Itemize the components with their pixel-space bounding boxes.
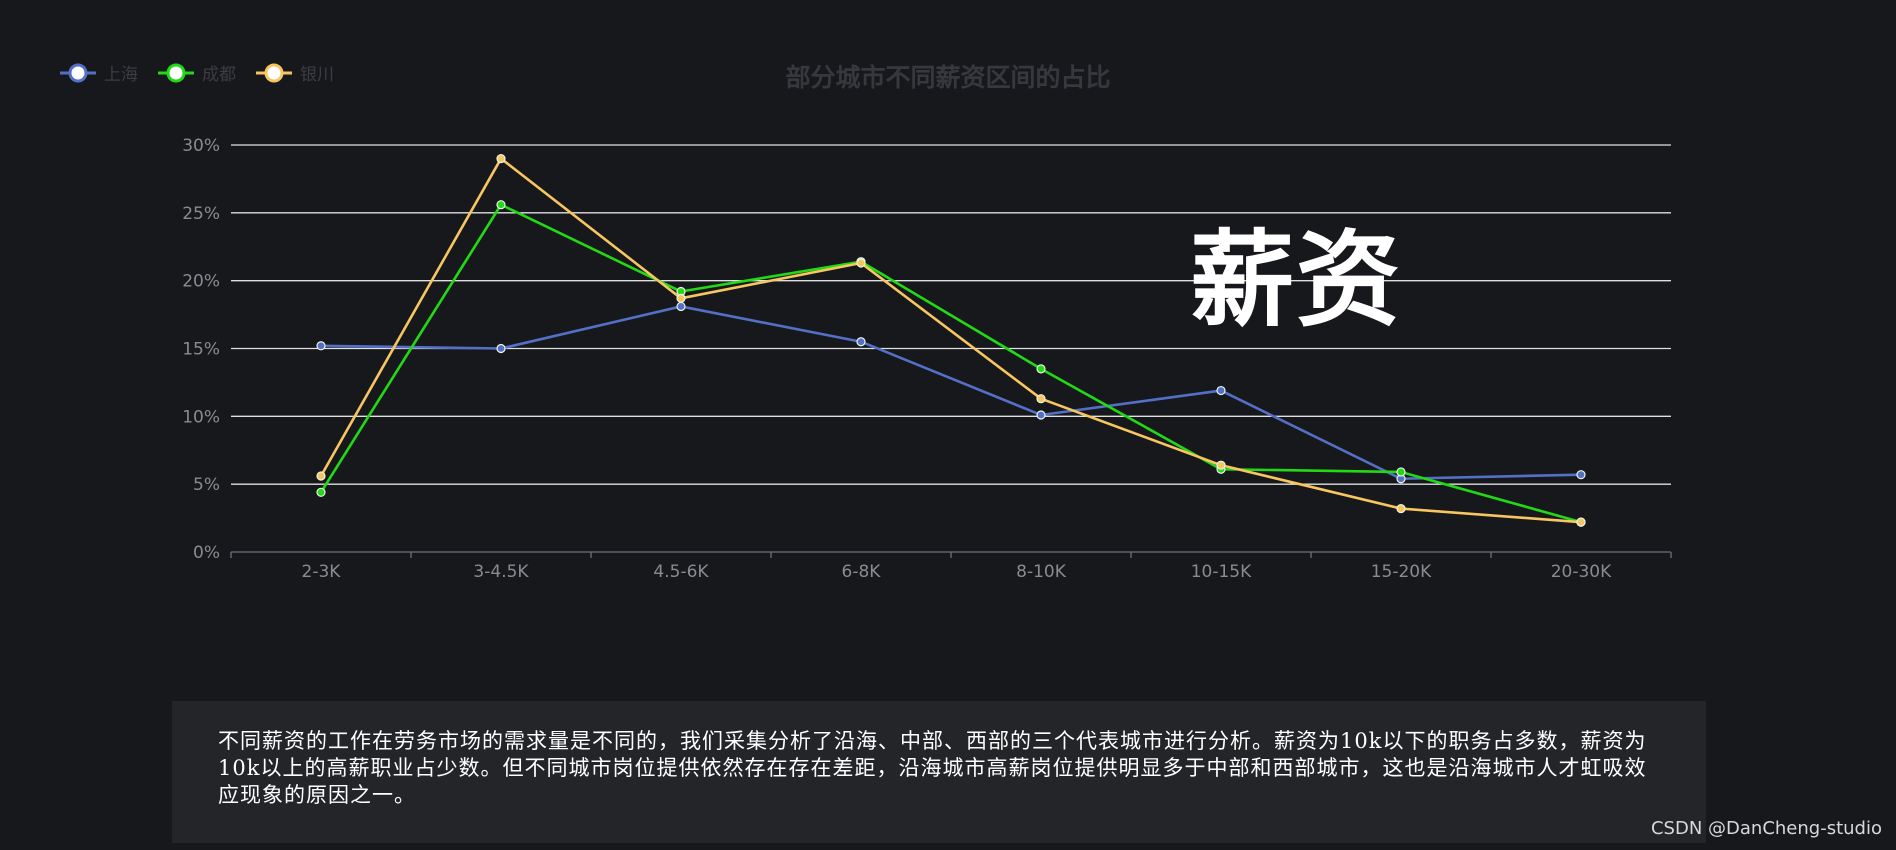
x-tick-label: 4.5-6K (653, 562, 709, 582)
y-tick-label: 10% (182, 407, 220, 427)
x-tick-label: 15-20K (1371, 562, 1432, 582)
overlay-word: 薪资 (1190, 219, 1403, 341)
data-point (496, 153, 506, 164)
legend-item-3[interactable]: 银川 (254, 60, 334, 85)
y-tick-label: 30% (182, 136, 220, 156)
data-point (1396, 467, 1406, 477)
y-tick-label: 0% (193, 543, 220, 563)
data-point (1036, 394, 1046, 404)
legend-label: 银川 (300, 65, 334, 85)
data-point (1216, 460, 1226, 470)
data-point (1576, 517, 1586, 527)
series-line-3 (319, 157, 1582, 524)
data-point (1036, 364, 1046, 374)
chart-title: 部分城市不同薪资区间的占比 (785, 63, 1111, 92)
data-point (316, 471, 326, 481)
y-tick-label: 15% (182, 340, 220, 360)
data-point (1036, 410, 1046, 420)
y-tick-label: 20% (182, 272, 220, 292)
data-point (856, 258, 866, 268)
data-point (1576, 470, 1586, 480)
data-point (1216, 385, 1226, 396)
y-tick-label: 5% (193, 475, 220, 495)
data-point (1396, 503, 1406, 514)
data-point (676, 301, 686, 312)
x-tick-label: 2-3K (302, 562, 342, 582)
x-tick-label: 6-8K (842, 562, 882, 582)
legend-item-1[interactable]: 上海 (58, 60, 138, 85)
chart-legend: 上海 成都 银川 (58, 60, 334, 85)
y-tick-label: 25% (182, 204, 220, 224)
x-tick-label: 8-10K (1016, 562, 1067, 582)
description-panel: 不同薪资的工作在劳务市场的需求量是不同的，我们采集分析了沿海、中部、西部的三个代… (172, 701, 1706, 843)
legend-label: 上海 (104, 65, 138, 85)
data-point (496, 200, 506, 210)
description-text: 不同薪资的工作在劳务市场的需求量是不同的，我们采集分析了沿海、中部、西部的三个代… (218, 729, 1647, 807)
data-point (676, 293, 686, 303)
legend-label: 成都 (202, 65, 236, 85)
series-line-1 (320, 305, 1582, 481)
data-point (316, 341, 326, 351)
watermark: CSDN @DanCheng-studio (1650, 818, 1882, 839)
x-tick-label: 20-30K (1551, 562, 1612, 582)
legend-item-2[interactable]: 成都 (156, 60, 236, 85)
x-tick-label: 3-4.5K (473, 562, 529, 582)
data-point (316, 487, 326, 497)
legend-swatch-icon (60, 63, 96, 82)
data-point (496, 343, 506, 354)
legend-swatch-icon (256, 63, 292, 82)
data-point (856, 337, 866, 347)
x-tick-label: 10-15K (1191, 562, 1252, 582)
series-line-2 (319, 203, 1582, 524)
legend-swatch-icon (158, 63, 194, 82)
